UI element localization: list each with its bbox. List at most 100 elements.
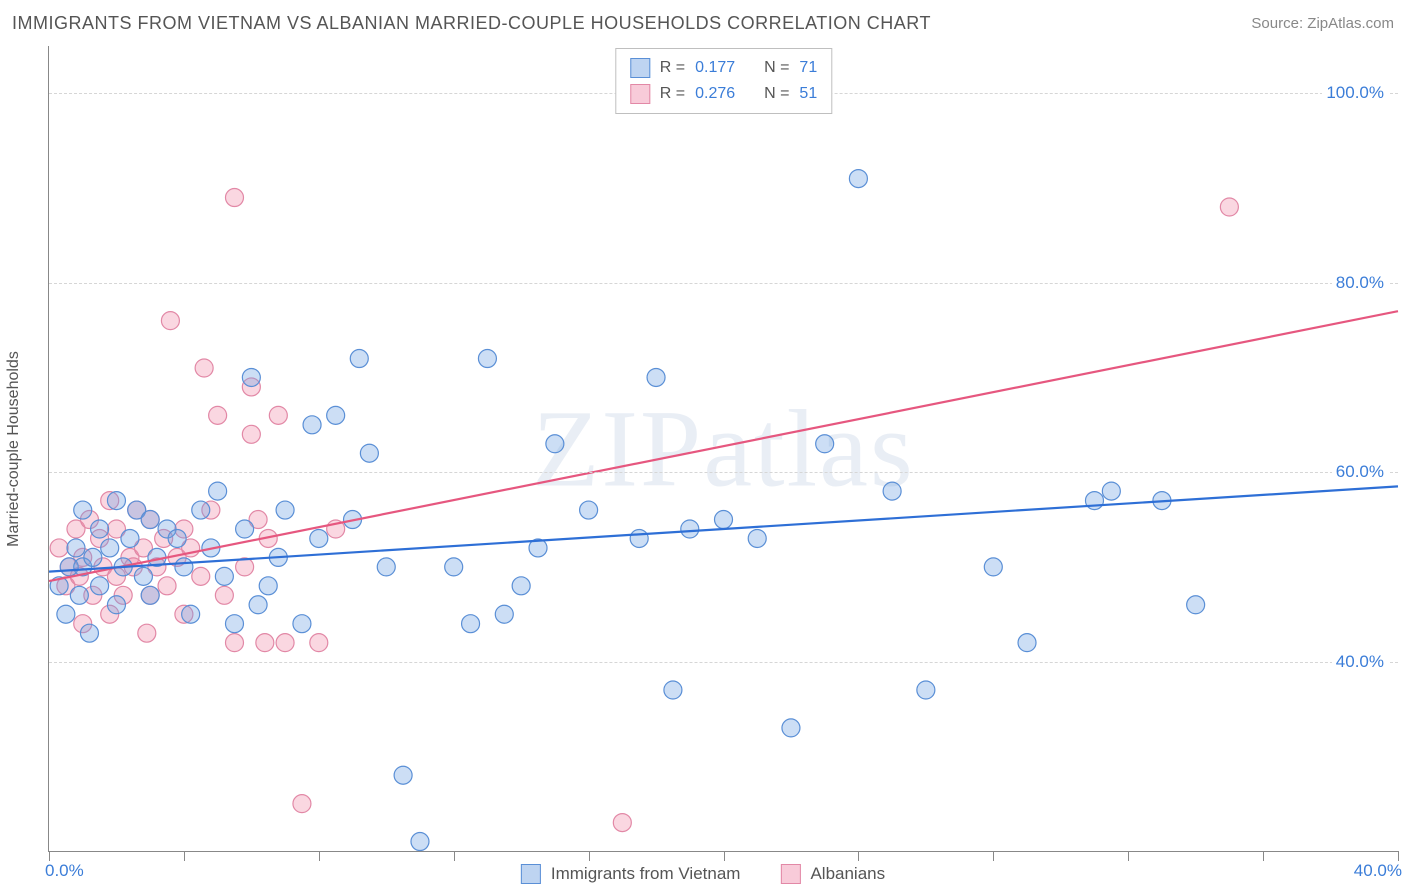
scatter-point-blue — [546, 435, 564, 453]
scatter-point-blue — [715, 511, 733, 529]
scatter-point-pink — [50, 539, 68, 557]
scatter-point-blue — [462, 615, 480, 633]
x-tick — [589, 851, 590, 861]
scatter-point-pink — [310, 634, 328, 652]
scatter-point-blue — [293, 615, 311, 633]
scatter-point-blue — [134, 567, 152, 585]
scatter-point-blue — [303, 416, 321, 434]
scatter-point-blue — [182, 605, 200, 623]
scatter-point-blue — [276, 501, 294, 519]
scatter-point-blue — [664, 681, 682, 699]
scatter-point-blue — [67, 539, 85, 557]
swatch-pink-icon — [630, 84, 650, 104]
chart-container: Married-couple Households ZIPatlas R = 0… — [48, 46, 1398, 852]
scatter-point-blue — [816, 435, 834, 453]
scatter-point-pink — [269, 406, 287, 424]
scatter-point-blue — [782, 719, 800, 737]
scatter-point-blue — [512, 577, 530, 595]
scatter-point-pink — [192, 567, 210, 585]
scatter-point-blue — [57, 605, 75, 623]
scatter-point-pink — [158, 577, 176, 595]
legend-label-pink: Albanians — [810, 864, 885, 884]
scatter-point-blue — [984, 558, 1002, 576]
scatter-point-blue — [630, 529, 648, 547]
scatter-point-blue — [917, 681, 935, 699]
scatter-point-blue — [101, 539, 119, 557]
r-label: R = — [660, 55, 685, 81]
scatter-point-pink — [613, 814, 631, 832]
scatter-point-blue — [259, 577, 277, 595]
scatter-point-blue — [249, 596, 267, 614]
scatter-point-blue — [107, 596, 125, 614]
legend-row-blue: R = 0.177 N = 71 — [630, 55, 817, 81]
chart-title: IMMIGRANTS FROM VIETNAM VS ALBANIAN MARR… — [12, 13, 931, 34]
scatter-point-blue — [70, 586, 88, 604]
scatter-point-blue — [91, 577, 109, 595]
scatter-point-blue — [141, 511, 159, 529]
y-tick-label: 100.0% — [1322, 83, 1388, 103]
scatter-point-pink — [138, 624, 156, 642]
scatter-point-blue — [215, 567, 233, 585]
scatter-point-blue — [411, 833, 429, 851]
scatter-point-pink — [256, 634, 274, 652]
x-axis-max-label: 40.0% — [1354, 861, 1402, 881]
x-axis-min-label: 0.0% — [45, 861, 84, 881]
scatter-point-pink — [242, 425, 260, 443]
y-axis-title: Married-couple Households — [5, 351, 23, 547]
scatter-point-blue — [1018, 634, 1036, 652]
source-name: ZipAtlas.com — [1307, 15, 1394, 32]
scatter-point-blue — [141, 586, 159, 604]
scatter-point-pink — [195, 359, 213, 377]
scatter-svg — [49, 46, 1398, 851]
scatter-point-blue — [209, 482, 227, 500]
x-tick — [858, 851, 859, 861]
legend-correlation-box: R = 0.177 N = 71 R = 0.276 N = 51 — [615, 48, 832, 114]
n-value-pink: 51 — [799, 81, 817, 107]
scatter-point-blue — [883, 482, 901, 500]
x-tick — [993, 851, 994, 861]
scatter-point-blue — [192, 501, 210, 519]
scatter-point-blue — [647, 368, 665, 386]
n-label: N = — [764, 55, 789, 81]
legend-item-pink: Albanians — [780, 864, 885, 884]
scatter-point-blue — [310, 529, 328, 547]
scatter-point-blue — [394, 766, 412, 784]
y-tick-label: 40.0% — [1332, 652, 1388, 672]
scatter-point-blue — [1102, 482, 1120, 500]
plot-area: ZIPatlas R = 0.177 N = 71 R = 0.276 N = … — [48, 46, 1398, 852]
scatter-point-blue — [849, 170, 867, 188]
x-tick — [319, 851, 320, 861]
scatter-point-blue — [107, 492, 125, 510]
gridline — [49, 472, 1398, 473]
trendline-pink — [49, 311, 1398, 581]
x-tick — [1263, 851, 1264, 861]
scatter-point-pink — [161, 312, 179, 330]
x-tick — [1398, 851, 1399, 861]
r-label: R = — [660, 81, 685, 107]
scatter-point-blue — [445, 558, 463, 576]
scatter-point-blue — [74, 501, 92, 519]
scatter-point-blue — [84, 548, 102, 566]
legend-row-pink: R = 0.276 N = 51 — [630, 81, 817, 107]
scatter-point-blue — [580, 501, 598, 519]
legend-series: Immigrants from Vietnam Albanians — [521, 864, 885, 884]
scatter-point-pink — [215, 586, 233, 604]
swatch-pink-icon — [780, 864, 800, 884]
gridline — [49, 283, 1398, 284]
scatter-point-blue — [80, 624, 98, 642]
scatter-point-blue — [327, 406, 345, 424]
x-tick — [454, 851, 455, 861]
scatter-point-blue — [168, 529, 186, 547]
y-tick-label: 80.0% — [1332, 273, 1388, 293]
source-prefix: Source: — [1251, 15, 1307, 32]
scatter-point-pink — [225, 634, 243, 652]
chart-header: IMMIGRANTS FROM VIETNAM VS ALBANIAN MARR… — [0, 0, 1406, 46]
scatter-point-blue — [495, 605, 513, 623]
r-value-blue: 0.177 — [695, 55, 735, 81]
scatter-point-blue — [748, 529, 766, 547]
x-tick — [49, 851, 50, 861]
scatter-point-pink — [1220, 198, 1238, 216]
x-tick — [184, 851, 185, 861]
scatter-point-blue — [121, 529, 139, 547]
scatter-point-blue — [242, 368, 260, 386]
